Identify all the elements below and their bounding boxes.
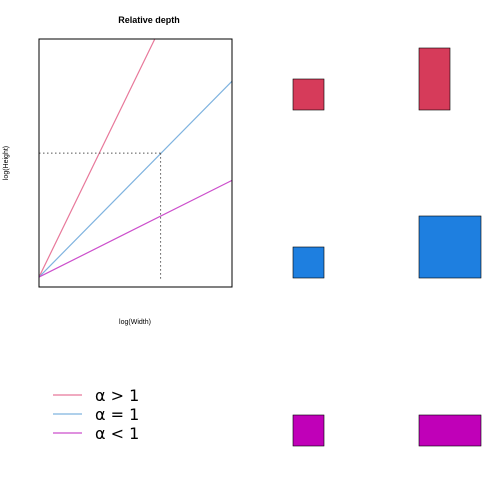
legend-label-2: α = 1	[95, 405, 139, 424]
example-rectangles	[292, 47, 482, 447]
series-line-2	[38, 80, 233, 278]
legend-label-3: α < 1	[95, 424, 139, 443]
x-axis-label: log(Width)	[119, 319, 151, 326]
legend-label-1: α > 1	[95, 386, 139, 405]
legend: α > 1α = 1α < 1	[53, 386, 139, 443]
rect-small-2	[292, 246, 325, 279]
plot-frame	[38, 38, 233, 288]
series-line-3	[38, 179, 233, 278]
series-line-1	[38, 38, 156, 278]
chart-title: Relative depth	[118, 15, 180, 25]
rect-large-1	[418, 47, 451, 111]
rect-large-2	[418, 215, 482, 279]
rect-small-3	[292, 414, 325, 447]
y-axis-label: log(Height)	[3, 146, 10, 180]
rect-large-3	[418, 414, 482, 447]
plot-lines	[38, 38, 233, 279]
rect-small-1	[292, 78, 325, 111]
